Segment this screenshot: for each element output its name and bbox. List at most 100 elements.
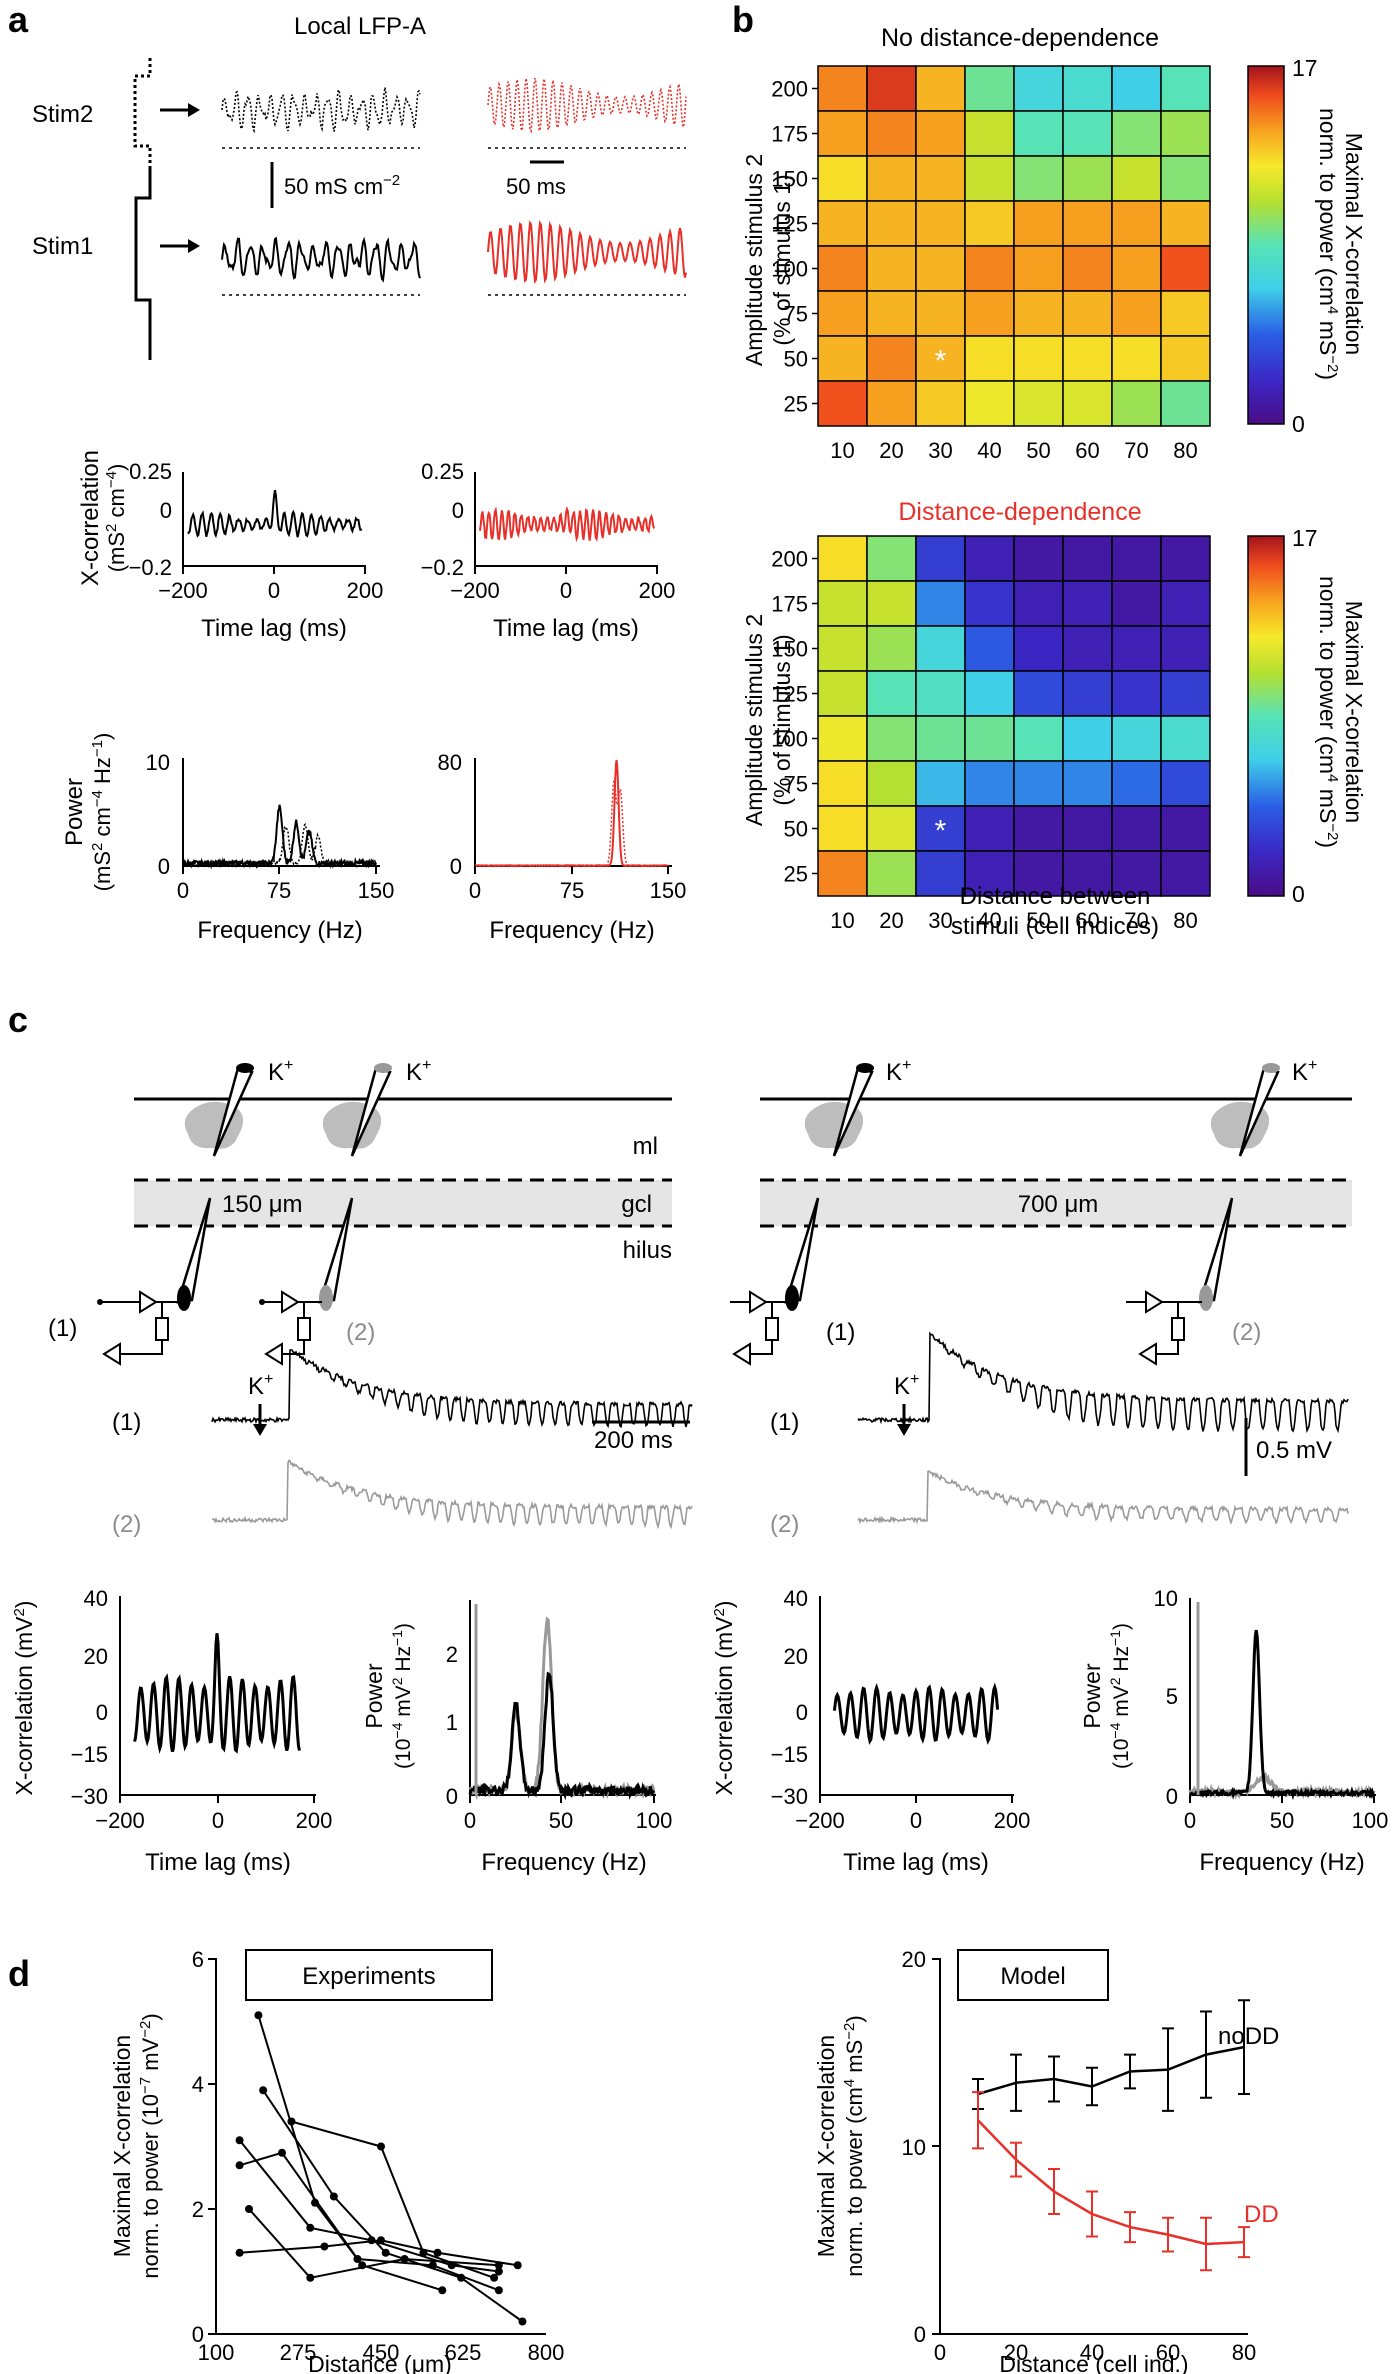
x-axis-label: Time lag (ms)	[201, 615, 347, 642]
experiment-point	[235, 2161, 244, 2170]
xtick-label: 50	[1026, 438, 1050, 463]
heatmap-cell	[1111, 380, 1162, 427]
xtick-label: 80	[1173, 908, 1197, 933]
xtick-label: 100	[198, 2340, 235, 2365]
heatmap-xlabel-1: Distance between	[960, 883, 1151, 910]
heatmap-cell	[964, 155, 1015, 202]
xtick-label: 0	[177, 878, 189, 903]
k-pipette-2-cap	[374, 1063, 392, 1073]
heatmap-cell	[1160, 245, 1211, 292]
xtick-label: 200	[347, 578, 384, 603]
xcorr-trace	[133, 1633, 301, 1755]
lfp-trace-stim1-red	[487, 219, 687, 284]
experiment-point	[457, 2273, 466, 2282]
slice-schematic-left: ml gcl hilus 150 μm K+ K+ (	[48, 1057, 672, 1366]
panel-label-a: a	[8, 0, 29, 40]
xtick-label: 0	[910, 1808, 922, 1833]
heatmap-cell	[1062, 110, 1113, 157]
xtick-label: 50	[549, 1808, 573, 1833]
heatmap-cell	[1013, 850, 1064, 897]
c-xcorr-left-plot: 40 20 0 −15 −30 −200 0 200 Time lag (ms)…	[11, 1586, 332, 1876]
x-axis-label: Distance (μm)	[308, 2351, 452, 2374]
experiment-point	[287, 2117, 296, 2126]
experiment-point	[235, 2248, 244, 2257]
k-label: K+	[268, 1057, 293, 1086]
xtick-label: 40	[977, 908, 1001, 933]
trace-label-2: (2)	[770, 1511, 799, 1538]
ytick-label: 2	[192, 2197, 204, 2222]
heatmap-cell	[964, 290, 1015, 337]
heatmap-bottom-title: Distance-dependence	[898, 498, 1141, 526]
k-label: K+	[406, 1057, 431, 1086]
x-axis-label: Time lag (ms)	[493, 615, 639, 642]
xtick-label: 800	[528, 2340, 565, 2365]
heatmap-cell	[1111, 155, 1162, 202]
heatmap-cell	[1013, 760, 1064, 807]
heatmap-cell	[1013, 65, 1064, 112]
heatmap-cell	[1160, 535, 1211, 582]
ytick-label: 0	[192, 2322, 204, 2347]
heatmap-cell	[915, 850, 966, 897]
stim2-label: Stim2	[32, 101, 93, 128]
y-axis-label-units: (10−4 mV2 Hz−1)	[1107, 1623, 1133, 1769]
heatmap-annotation-star: *	[935, 345, 947, 378]
heatmap-cell	[817, 850, 868, 897]
heatmap-cell	[866, 805, 917, 852]
heatmap-cell	[1013, 670, 1064, 717]
xtick-label: −200	[450, 578, 500, 603]
ytick-label: 2	[446, 1642, 458, 1667]
ytick-label: 0	[1166, 1784, 1178, 1809]
ytick-label: 150	[771, 167, 808, 192]
heatmap-xlabel-2: stimuli (cell indices)	[951, 913, 1159, 940]
gcl-band	[760, 1180, 1352, 1226]
y-axis-label-units: (10−4 mV2 Hz−1)	[389, 1623, 415, 1769]
xtick-label: 275	[280, 2340, 317, 2365]
y-axis-label: Maximal X-correlation	[813, 2035, 839, 2257]
xtick-label: 0	[1184, 1808, 1196, 1833]
ytick-label: 4	[192, 2072, 204, 2097]
slice-schematic-right: 700 μm K+ K+ (1) (2)	[730, 1057, 1352, 1366]
ytick-label: −15	[771, 1742, 808, 1767]
heatmap-top-ylabel: Amplitude stimulus 2	[741, 154, 767, 366]
heatmap-cell	[817, 670, 868, 717]
d-model-plot: Model 0 10 20 0 20 40 60 80 Distance (ce…	[813, 1947, 1279, 2374]
ytick-label: 10	[146, 750, 170, 775]
k-label: K+	[1292, 1057, 1317, 1086]
y-axis-label-units: norm. to power (cm4 mS−2)	[841, 2015, 867, 2276]
heatmap-cell	[1062, 670, 1113, 717]
heatmap-cell	[866, 670, 917, 717]
gcl-band	[134, 1180, 672, 1226]
heatmap-cell	[866, 245, 917, 292]
panel-label-c: c	[8, 999, 28, 1040]
heatmap-cell	[1160, 110, 1211, 157]
heatmap-cell	[1062, 805, 1113, 852]
ytick-label: 10	[1154, 1586, 1178, 1611]
heatmap-cell	[817, 65, 868, 112]
heatmap-cell	[817, 110, 868, 157]
ytick-label: 25	[784, 862, 808, 887]
heatmap-cell	[915, 65, 966, 112]
title-box-label: Model	[1000, 1963, 1065, 1990]
amplifier-circuit-1	[100, 1290, 180, 1366]
ytick-label: −0.2	[421, 555, 464, 580]
k-application-arrow-head	[897, 1424, 911, 1436]
ytick-label: 80	[438, 750, 462, 775]
heatmap-cell	[1013, 155, 1064, 202]
power-trace-red-dotted	[474, 777, 669, 868]
model-line-noDD	[977, 2045, 1245, 2096]
heatmap-cell	[964, 535, 1015, 582]
heatmap-cell	[1062, 380, 1113, 427]
xtick-label: 60	[1075, 438, 1099, 463]
heatmap-cell	[1062, 245, 1113, 292]
heatmap-cell	[915, 200, 966, 247]
heatmap-annotation-star: *	[935, 815, 947, 848]
experiments-series	[235, 2011, 527, 2326]
colorbar-top-max: 17	[1292, 55, 1318, 81]
experiment-point	[320, 2242, 329, 2251]
xtick-label: 100	[1352, 1808, 1389, 1833]
title-box	[957, 1949, 1109, 2001]
lfp-trace-stim2-black	[221, 87, 421, 134]
k-pipette-1-cap	[236, 1063, 254, 1073]
heatmap-cell	[915, 625, 966, 672]
heatmap-cell	[866, 625, 917, 672]
